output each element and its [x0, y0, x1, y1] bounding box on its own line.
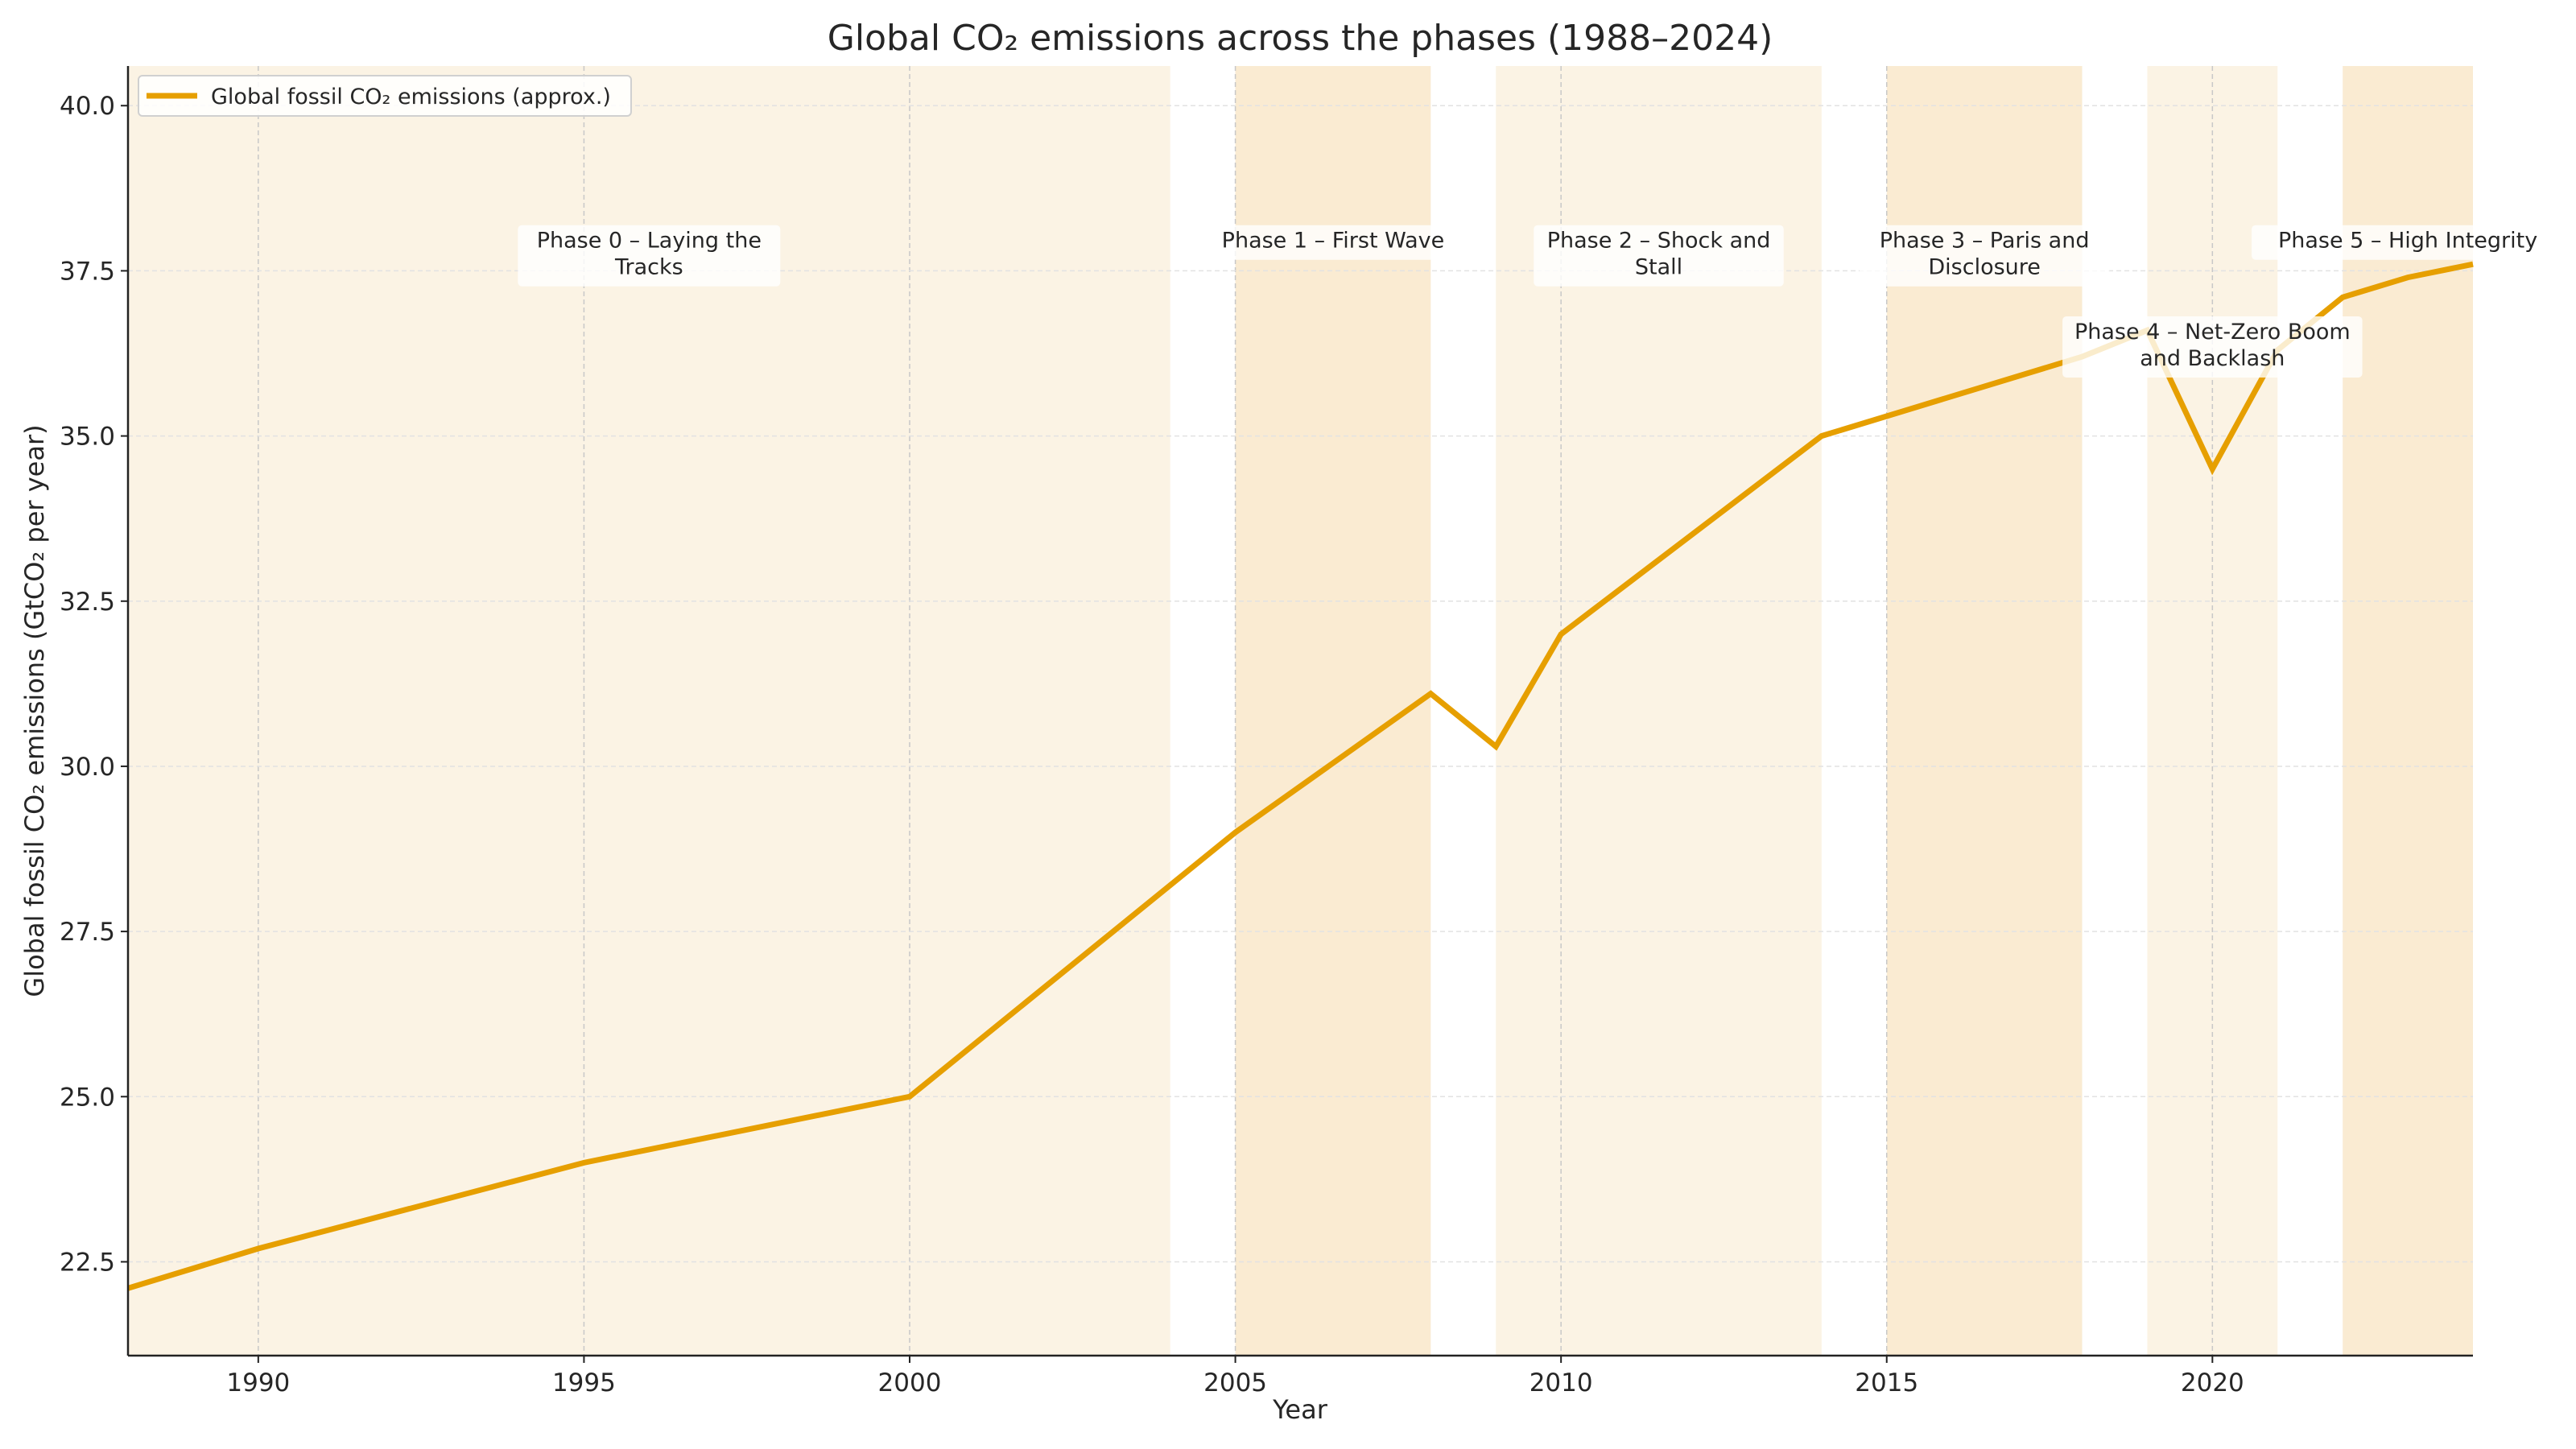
- phase-label-3: Phase 3 – Paris and: [1880, 229, 2090, 254]
- x-tick-label: 2020: [2181, 1368, 2244, 1397]
- x-tick-label: 2015: [1855, 1368, 1918, 1397]
- chart-title: Global CO₂ emissions across the phases (…: [828, 18, 1773, 59]
- phase-label-box-1: [1201, 225, 1464, 260]
- y-tick-label: 27.5: [60, 918, 115, 947]
- phase-label-0: Tracks: [614, 255, 683, 280]
- phase-span-5: [2343, 66, 2473, 1356]
- y-tick-label: 35.0: [60, 423, 115, 452]
- y-tick-label: 37.5: [60, 257, 115, 286]
- legend: Global fossil CO₂ emissions (approx.): [138, 75, 632, 117]
- phase-span-1: [1235, 66, 1431, 1356]
- phase-label-0: Phase 0 – Laying the: [537, 229, 762, 254]
- x-tick-label: 2005: [1203, 1368, 1267, 1397]
- phase-label-5: Phase 5 – High Integrity: [2278, 229, 2537, 254]
- phase-label-4: and Backlash: [2140, 346, 2285, 371]
- y-tick-label: 30.0: [60, 753, 115, 782]
- y-tick-label: 32.5: [60, 588, 115, 617]
- x-tick-label: 1995: [552, 1368, 616, 1397]
- x-tick-label: 2010: [1530, 1368, 1593, 1397]
- phase-label-2: Stall: [1635, 255, 1682, 280]
- phase-label-4: Phase 4 – Net-Zero Boom: [2074, 320, 2351, 345]
- phase-label-box-0: [518, 225, 781, 287]
- phase-label-1: Phase 1 – First Wave: [1222, 229, 1445, 254]
- y-tick-label: 22.5: [60, 1248, 115, 1277]
- y-tick-label: 25.0: [60, 1083, 115, 1112]
- phase-label-box-5: [2252, 225, 2565, 260]
- x-tick-label: 1990: [226, 1368, 290, 1397]
- y-tick-label: 40.0: [60, 92, 115, 121]
- phase-label-box-2: [1534, 225, 1784, 287]
- x-axis-label: Year: [1272, 1394, 1328, 1425]
- phase-label-box-3: [1859, 225, 2110, 287]
- legend-label: Global fossil CO₂ emissions (approx.): [211, 85, 611, 109]
- x-tick-label: 2000: [878, 1368, 942, 1397]
- phase-label-3: Disclosure: [1928, 255, 2041, 280]
- phase-label-2: Phase 2 – Shock and: [1547, 229, 1771, 254]
- phase-label-box-4: [2062, 316, 2363, 378]
- y-axis-label: Global fossil CO₂ emissions (GtCO₂ per y…: [19, 424, 50, 997]
